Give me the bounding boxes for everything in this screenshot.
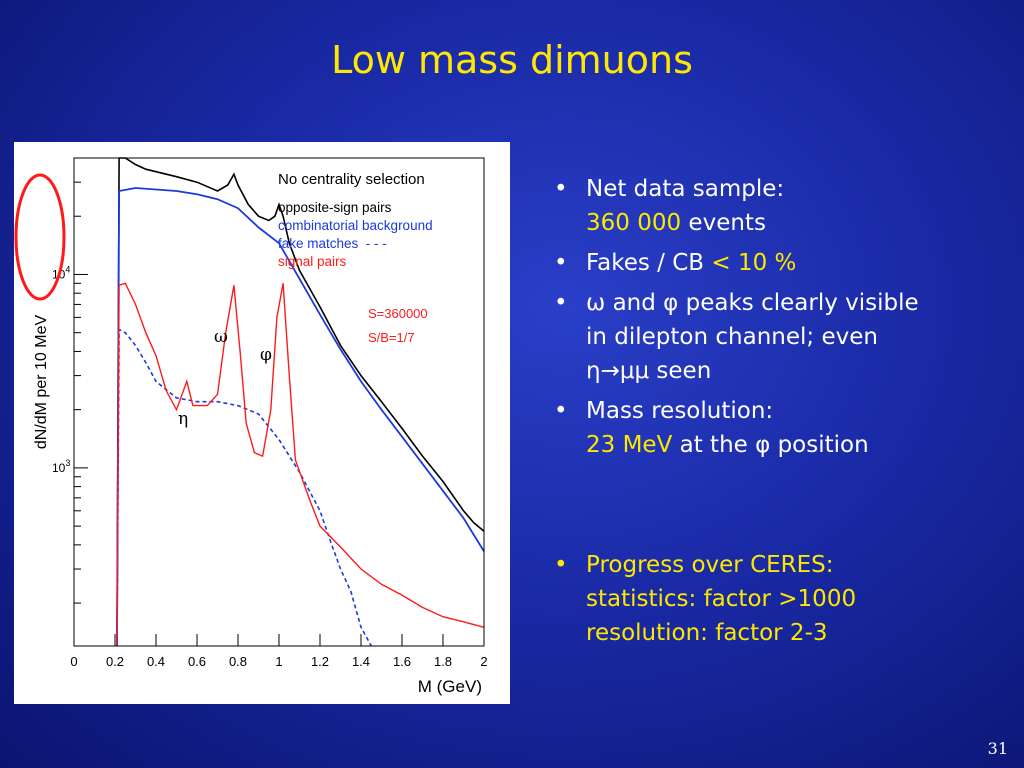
x-tick-label: 0 xyxy=(70,654,77,669)
x-tick-label: 0.6 xyxy=(188,654,206,669)
bullet-dot: • xyxy=(554,290,568,316)
legend-signal-pairs: signal pairs xyxy=(278,254,347,269)
x-tick-label: 1 xyxy=(275,654,282,669)
stats-signal-count: S=360000 xyxy=(368,306,428,321)
bullet-progress-line1: Progress over CERES: xyxy=(586,552,834,578)
eta-peak-label: η xyxy=(178,409,188,429)
x-tick-label: 1.4 xyxy=(352,654,370,669)
series-line-combinatorial-background xyxy=(116,187,485,647)
bullet-resolution-line1: Mass resolution: xyxy=(586,398,774,424)
x-axis-label: M (GeV) xyxy=(418,677,482,696)
resolution-rest: at the φ position xyxy=(672,432,869,458)
fakes-value: < 10 % xyxy=(711,250,797,276)
bullet-net-data-text: Net data sample: xyxy=(586,176,785,202)
stats-signal-background-ratio: S/B=1/7 xyxy=(368,330,415,345)
histogram-panel: 0 0.2 0.4 0.6 0.8 1 1.2 1.4 1.6 1.8 2 103 104 M (Ge… xyxy=(14,142,510,704)
bullet-progress-line3: resolution: factor 2-3 xyxy=(586,620,828,646)
omega-peak-label: ω xyxy=(214,327,228,347)
chart-title: No centrality selection xyxy=(278,171,425,188)
legend-opposite-sign: opposite-sign pairs xyxy=(278,200,392,215)
bullet-resolution-line2: 23 MeV at the φ position xyxy=(586,428,1008,462)
y-label-highlight-ellipse xyxy=(14,173,66,301)
resolution-value: 23 MeV xyxy=(586,432,673,458)
bullet-resolution: • Mass resolution: 23 MeV at the φ posit… xyxy=(548,394,1008,462)
events-count: 360 000 xyxy=(586,210,682,236)
slide-title: Low mass dimuons xyxy=(331,38,693,82)
legend-fake-matches: fake matches - - - xyxy=(278,236,387,251)
x-tick-label: 1.6 xyxy=(393,654,411,669)
bullet-peaks: • ω and φ peaks clearly visible in dilep… xyxy=(548,286,1008,388)
bullet-progress: • Progress over CERES: statistics: facto… xyxy=(548,548,1008,650)
page-number: 31 xyxy=(987,739,1008,758)
bullet-fakes: • Fakes / CB < 10 % xyxy=(548,246,1008,280)
legend-combinatorial: combinatorial background xyxy=(278,218,433,233)
bullet-progress-line2: statistics: factor >1000 xyxy=(586,586,857,612)
bullet-list: • Net data sample: 360 000 events • Fake… xyxy=(548,172,1008,656)
bullet-peaks-line3: η→μμ seen xyxy=(586,358,712,384)
series-line-fake-matches xyxy=(116,328,373,647)
x-tick-label: 0.4 xyxy=(147,654,165,669)
x-tick-label: 2 xyxy=(480,654,487,669)
phi-peak-label: φ xyxy=(260,345,272,365)
bullet-peaks-line1: ω and φ peaks clearly visible xyxy=(586,290,919,316)
y-axis-label: dN/dM per 10 MeV xyxy=(33,315,50,450)
bullet-net-data: • Net data sample: 360 000 events xyxy=(548,172,1008,240)
bullet-dot: • xyxy=(554,176,568,202)
bullet-dot: • xyxy=(554,552,568,578)
bullet-fakes-text: Fakes / CB xyxy=(586,250,712,276)
bullet-spacer xyxy=(548,468,1008,542)
bullet-dot: • xyxy=(554,398,568,424)
events-unit: events xyxy=(681,210,766,236)
series-line-opposite-sign-pairs xyxy=(116,157,485,647)
x-tick-label: 0.8 xyxy=(229,654,247,669)
x-tick-label: 1.8 xyxy=(434,654,452,669)
bullet-dot: • xyxy=(554,250,568,276)
bullet-net-data-events: 360 000 events xyxy=(586,206,1008,240)
series-line-signal-pairs xyxy=(116,282,485,647)
bullet-peaks-line2: in dilepton channel; even xyxy=(586,324,878,350)
x-tick-label: 1.2 xyxy=(311,654,329,669)
y-tick-label: 103 xyxy=(52,458,70,475)
x-tick-label: 0.2 xyxy=(106,654,124,669)
